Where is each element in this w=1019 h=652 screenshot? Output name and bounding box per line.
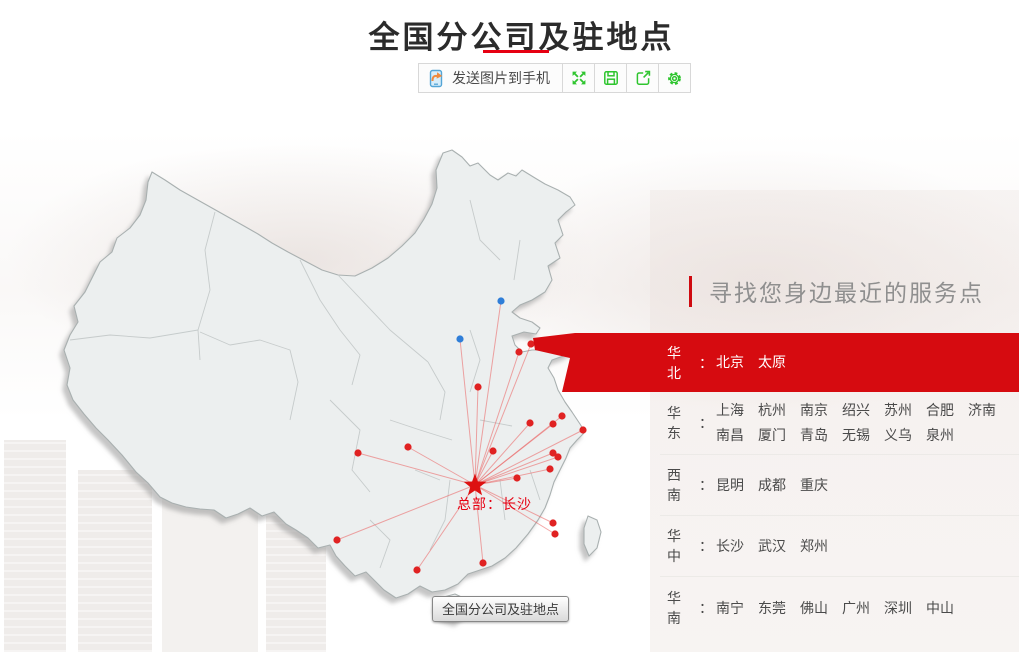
- branch-dot[interactable]: [479, 559, 487, 567]
- region-label: 华中: [667, 528, 682, 564]
- branch-dot[interactable]: [526, 419, 534, 427]
- building-silhouette: [78, 470, 152, 652]
- region-cities: 昆明 成都 重庆: [716, 473, 1019, 498]
- city-link[interactable]: 成都: [758, 476, 786, 493]
- city-link[interactable]: 东莞: [758, 599, 786, 616]
- fullscreen-icon: [572, 71, 585, 85]
- title-underline: [483, 50, 549, 53]
- share-icon: [636, 70, 650, 85]
- background-right-tint: [650, 190, 1019, 652]
- city-link[interactable]: 广州: [842, 599, 870, 616]
- save-icon: [603, 71, 618, 85]
- branch-dot[interactable]: [404, 443, 412, 451]
- region-row[interactable]: 西南 ： 昆明 成都 重庆: [660, 454, 1019, 515]
- phone-icon: [429, 69, 443, 87]
- panel-header: 寻找您身边最近的服务点: [689, 274, 984, 308]
- branch-dot[interactable]: [579, 426, 587, 434]
- city-link[interactable]: 重庆: [800, 476, 828, 493]
- branch-dot[interactable]: [489, 447, 497, 455]
- share-button[interactable]: [626, 64, 658, 92]
- branch-dot[interactable]: [549, 449, 557, 457]
- map-toolbar: 发送图片到手机: [418, 63, 691, 93]
- region-colon: ：: [699, 600, 713, 616]
- region-row[interactable]: 华东 ： 上海 杭州 南京 绍兴 苏州 合肥 济南南昌 厦门 青岛 无锡 义乌 泉州: [660, 392, 1019, 454]
- city-link[interactable]: 南宁: [716, 599, 744, 616]
- send-to-phone-button[interactable]: 发送图片到手机: [419, 64, 562, 92]
- city-link[interactable]: 济南: [968, 402, 996, 418]
- branch-dot[interactable]: [558, 412, 566, 420]
- city-link[interactable]: 苏州: [884, 402, 912, 418]
- city-link[interactable]: 长沙: [716, 537, 744, 554]
- city-link[interactable]: 杭州: [758, 402, 786, 418]
- region-list: 华北 ： 北京 太原 华东 ： 上海 杭州 南京 绍兴 苏州 合肥 济南南昌 厦门 青岛 无锡 义乌泉…: [533, 333, 1019, 639]
- branch-dot[interactable]: [554, 453, 562, 461]
- city-link[interactable]: 中山: [926, 599, 954, 616]
- region-cities: 北京 太原: [716, 350, 1019, 375]
- city-link[interactable]: 太原: [758, 354, 786, 370]
- page-title: 全国分公司及驻地点: [368, 20, 675, 55]
- branch-dot[interactable]: [474, 383, 482, 391]
- hq-connection-lines: [336, 300, 584, 571]
- hq-label: 总部：长沙: [457, 496, 532, 512]
- city-link[interactable]: 北京: [716, 354, 744, 370]
- station-dot[interactable]: [497, 297, 505, 305]
- branch-dot[interactable]: [354, 449, 362, 457]
- city-link[interactable]: 厦门: [758, 427, 786, 443]
- settings-button[interactable]: [658, 64, 690, 92]
- city-link[interactable]: 青岛: [800, 427, 828, 443]
- city-link[interactable]: 佛山: [800, 599, 828, 616]
- region-colon: ：: [699, 354, 713, 371]
- city-link[interactable]: 郑州: [800, 537, 828, 554]
- region-cities: 上海 杭州 南京 绍兴 苏州 合肥 济南南昌 厦门 青岛 无锡 义乌 泉州: [716, 398, 1019, 448]
- city-link[interactable]: 南京: [800, 402, 828, 418]
- region-cities: 南宁 东莞 佛山 广州 深圳 中山: [716, 596, 1019, 621]
- region-cities: 长沙 武汉 郑州: [716, 534, 1019, 559]
- city-link[interactable]: 泉州: [926, 427, 954, 443]
- highlighted-region-band: [533, 333, 1019, 392]
- panel-header-text: 寻找您身边最近的服务点: [709, 280, 984, 306]
- branch-dot[interactable]: [513, 474, 521, 482]
- city-link[interactable]: 昆明: [716, 476, 744, 493]
- region-row[interactable]: 华中 ： 长沙 武汉 郑州: [660, 515, 1019, 576]
- fullscreen-button[interactable]: [562, 64, 594, 92]
- city-link[interactable]: 无锡: [842, 427, 870, 443]
- city-link[interactable]: 合肥: [926, 402, 954, 418]
- branch-dot[interactable]: [413, 566, 421, 574]
- save-image-button[interactable]: [594, 64, 626, 92]
- settings-icon: [668, 71, 681, 85]
- region-label: 华东: [667, 405, 682, 441]
- region-colon: ：: [699, 538, 713, 554]
- region-label: 华北: [667, 344, 682, 381]
- city-link[interactable]: 绍兴: [842, 402, 870, 418]
- city-link[interactable]: 武汉: [758, 537, 786, 554]
- branch-dot[interactable]: [527, 340, 535, 348]
- branch-dot[interactable]: [333, 536, 341, 544]
- hq-star-marker[interactable]: [463, 473, 487, 496]
- building-silhouette: [4, 440, 66, 652]
- region-label: 华南: [667, 590, 682, 626]
- branch-dot[interactable]: [515, 348, 523, 356]
- city-link[interactable]: 上海: [716, 402, 744, 418]
- region-label: 西南: [667, 467, 682, 503]
- city-link[interactable]: 深圳: [884, 599, 912, 616]
- branch-dot[interactable]: [549, 519, 557, 527]
- region-colon: ：: [699, 477, 713, 493]
- region-colon: ：: [699, 415, 713, 431]
- city-link[interactable]: 义乌: [884, 427, 912, 443]
- map-tooltip: 全国分公司及驻地点: [432, 596, 570, 622]
- city-markers[interactable]: [333, 297, 587, 574]
- city-link[interactable]: 南昌: [716, 427, 744, 443]
- background-city-photo: [0, 430, 330, 652]
- branch-dot[interactable]: [551, 530, 559, 538]
- branch-dot[interactable]: [549, 420, 557, 428]
- branch-dot[interactable]: [546, 465, 554, 473]
- header-accent-bar: [689, 275, 692, 307]
- region-row[interactable]: 华南 ： 南宁 东莞 佛山 广州 深圳 中山: [660, 576, 1019, 639]
- send-to-phone-label: 发送图片到手机: [452, 70, 550, 86]
- region-row[interactable]: 华北 ： 北京 太原: [533, 333, 1019, 392]
- map-landmass: [63, 149, 602, 622]
- station-dot[interactable]: [456, 335, 464, 343]
- province-borders: [69, 199, 541, 569]
